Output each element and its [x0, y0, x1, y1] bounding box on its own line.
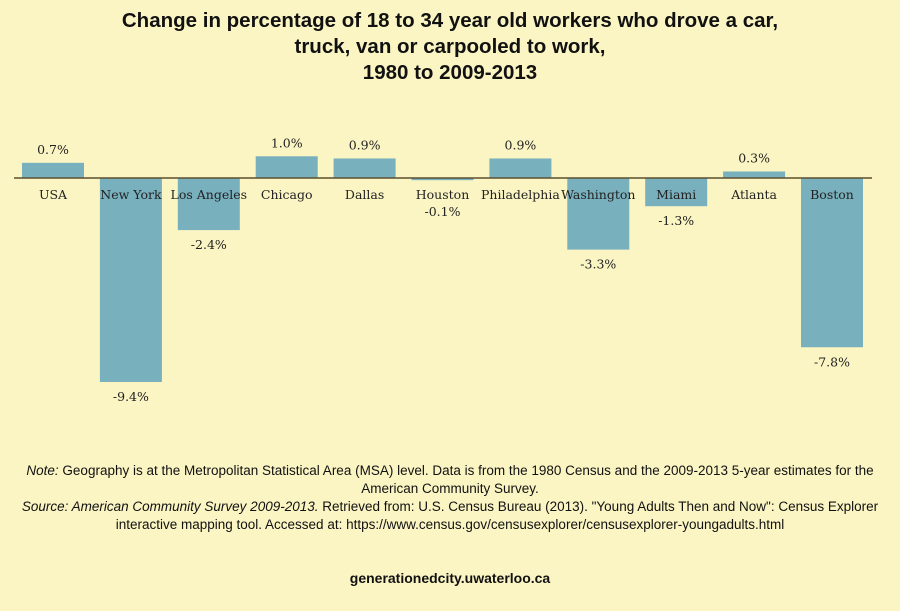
data-label: 0.9%: [349, 137, 381, 152]
bar: [645, 178, 708, 207]
bar: [255, 156, 318, 178]
bar: [22, 162, 84, 178]
category-label: Los Angeles: [171, 187, 248, 202]
bar: [99, 178, 162, 382]
site-url: generationedcity.uwaterloo.ca: [349, 570, 551, 586]
bar: [411, 178, 474, 181]
title-line: truck, van or carpooled to work,: [294, 35, 606, 58]
bar: [333, 158, 396, 178]
data-label: -0.1%: [425, 204, 461, 219]
data-label: -2.4%: [191, 237, 227, 252]
category-label: Chicago: [261, 187, 313, 202]
title-line: 1980 to 2009-2013: [362, 61, 538, 84]
bar: [489, 158, 552, 178]
data-label: -1.3%: [658, 213, 694, 228]
source-label: Source: American Community Survey 2009-2…: [21, 499, 319, 514]
category-label: Washington: [561, 187, 635, 202]
bar: [801, 178, 863, 348]
bar: [567, 178, 630, 250]
category-label: Atlanta: [730, 187, 777, 202]
category-label: Philadelphia: [481, 187, 560, 202]
source-text: Retrieved from: U.S. Census Bureau (2013…: [115, 499, 879, 532]
category-label: Boston: [810, 187, 854, 202]
bar: [723, 171, 786, 178]
note-label: Note:: [26, 463, 59, 478]
title-line: Change in percentage of 18 to 34 year ol…: [121, 9, 779, 32]
data-label: 0.3%: [738, 150, 770, 165]
category-label: USA: [39, 187, 68, 202]
data-label: -9.4%: [113, 389, 149, 404]
data-label: -3.3%: [580, 257, 616, 272]
data-label: 0.7%: [37, 142, 69, 157]
data-label: 0.9%: [505, 137, 537, 152]
note-text: Geography is at the Metropolitan Statist…: [58, 463, 874, 496]
chart-notes: Note: Geography is at the Metropolitan S…: [20, 462, 880, 534]
data-label: 1.0%: [271, 135, 303, 150]
category-label: New York: [100, 187, 162, 202]
data-label: -7.8%: [814, 354, 850, 369]
category-label: Dallas: [345, 187, 384, 202]
category-label: Miami: [656, 187, 696, 202]
bar: [177, 178, 240, 231]
category-label: Houston: [416, 187, 470, 202]
chart-title: Change in percentage of 18 to 34 year ol…: [0, 8, 900, 86]
